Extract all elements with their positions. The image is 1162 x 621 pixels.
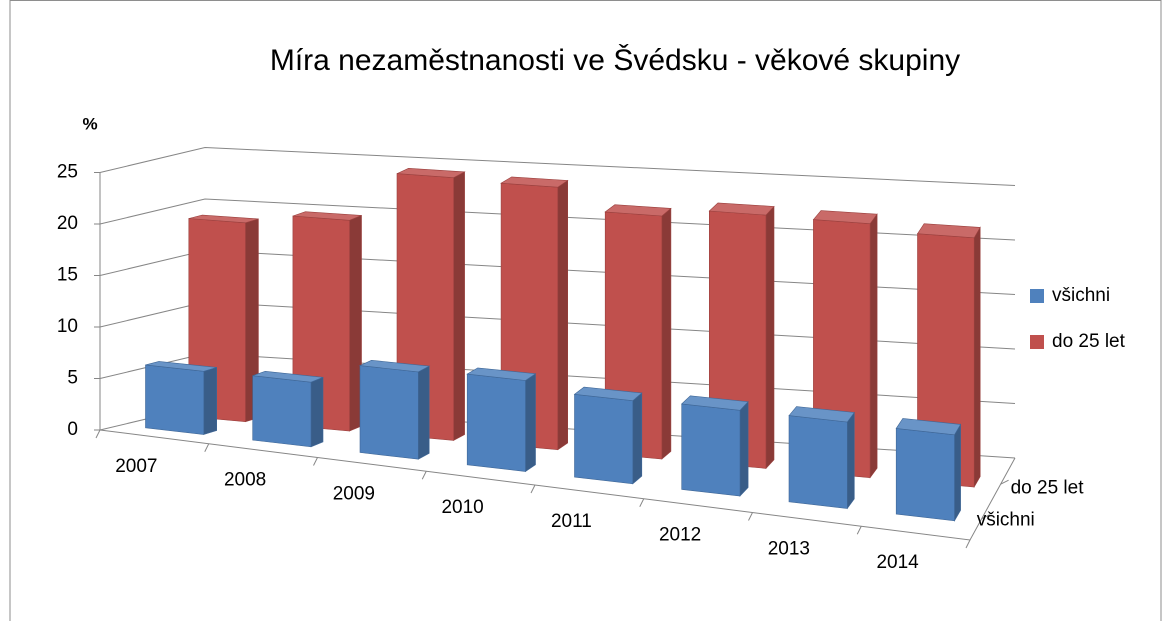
x-tick bbox=[204, 443, 210, 452]
x-tick bbox=[965, 539, 971, 549]
y-axis-label: % bbox=[82, 114, 97, 133]
x-tick bbox=[95, 429, 101, 439]
y-tick-label: 0 bbox=[67, 419, 78, 440]
bar bbox=[895, 418, 962, 522]
x-tick-label: 2008 bbox=[224, 470, 266, 491]
bar bbox=[681, 395, 749, 497]
chart-title: Míra nezaměstnanosti ve Švédsku - věkové… bbox=[270, 43, 960, 77]
bar-front bbox=[895, 428, 955, 522]
x-tick bbox=[639, 498, 645, 507]
bar-top bbox=[500, 176, 569, 188]
depth-label: všichni bbox=[977, 510, 1035, 531]
bar-side bbox=[310, 376, 324, 448]
x-tick-label: 2010 bbox=[441, 497, 483, 518]
bar-top bbox=[573, 386, 643, 402]
bar-side bbox=[954, 423, 961, 522]
bar-front bbox=[466, 373, 526, 472]
bar bbox=[466, 367, 537, 473]
y-tick-label: 20 bbox=[57, 213, 78, 234]
bar-front bbox=[574, 393, 634, 485]
bar-side bbox=[417, 365, 430, 460]
bar-top bbox=[252, 370, 324, 383]
bar-top bbox=[788, 406, 855, 423]
x-tick-label: 2012 bbox=[659, 525, 701, 546]
bar bbox=[252, 370, 324, 448]
x-tick bbox=[313, 457, 318, 466]
bar-front bbox=[681, 403, 741, 497]
depth-tick bbox=[981, 514, 990, 520]
x-tick-label: 2009 bbox=[333, 483, 375, 504]
bar bbox=[358, 359, 431, 460]
x-tick-label: 2014 bbox=[876, 552, 919, 573]
x-tick bbox=[530, 484, 536, 494]
bar-top bbox=[604, 204, 672, 217]
y-tick-label: 25 bbox=[57, 162, 78, 183]
bar-side bbox=[765, 205, 775, 470]
bar-top bbox=[466, 367, 537, 381]
bar-front bbox=[359, 365, 419, 460]
bar-side bbox=[525, 373, 536, 473]
bar-side bbox=[453, 171, 465, 441]
bar-top bbox=[812, 210, 878, 225]
bar-front bbox=[145, 364, 205, 435]
bar-side bbox=[557, 179, 569, 451]
bar bbox=[145, 361, 217, 435]
grid-line bbox=[99, 146, 1016, 186]
legend-label: všichni bbox=[1052, 285, 1110, 306]
bar-top bbox=[708, 202, 775, 216]
bar-side bbox=[846, 411, 855, 510]
bar-side bbox=[661, 207, 672, 460]
y-tick-label: 10 bbox=[57, 316, 78, 337]
depth-tick bbox=[1000, 479, 1009, 485]
y-tick-label: 15 bbox=[57, 265, 78, 286]
bar-top bbox=[681, 395, 749, 411]
x-tick bbox=[421, 471, 427, 480]
bar-top bbox=[916, 223, 981, 239]
bar bbox=[788, 406, 855, 510]
legend-swatch bbox=[1030, 335, 1044, 349]
bar-top bbox=[188, 214, 259, 224]
y-tick-label: 5 bbox=[67, 368, 78, 389]
bar-front bbox=[252, 375, 312, 448]
x-tick bbox=[856, 526, 862, 535]
legend-swatch bbox=[1030, 289, 1044, 303]
x-tick bbox=[748, 512, 753, 521]
x-tick-label: 2007 bbox=[115, 456, 157, 477]
bar-side bbox=[869, 213, 878, 479]
bar-front bbox=[788, 415, 848, 509]
bar-top bbox=[895, 418, 962, 436]
bar-side bbox=[739, 400, 749, 497]
bar-side bbox=[203, 366, 217, 435]
depth-label: do 25 let bbox=[1011, 477, 1085, 498]
x-tick-label: 2011 bbox=[551, 511, 592, 532]
bar-top bbox=[292, 211, 362, 221]
bar bbox=[573, 386, 643, 485]
x-tick-label: 2013 bbox=[768, 538, 810, 559]
bar-top bbox=[396, 167, 466, 179]
bar-side bbox=[632, 392, 643, 485]
bar-top bbox=[145, 361, 217, 372]
bar-top bbox=[358, 359, 431, 373]
bar-side bbox=[973, 226, 981, 489]
legend-label: do 25 let bbox=[1052, 331, 1126, 352]
